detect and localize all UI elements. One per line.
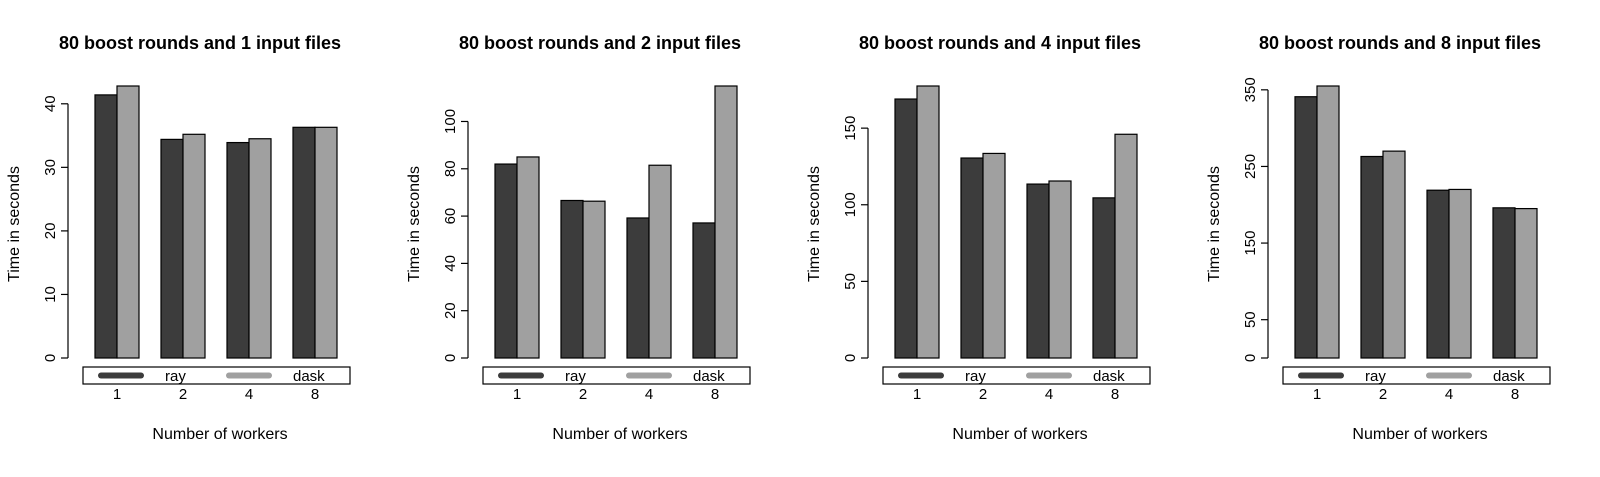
bar-ray-1 <box>1294 96 1318 359</box>
x-tick-label: 1 <box>113 386 121 403</box>
chart-svg: 1 2 4 8 0 50 100 150 ray dask <box>842 85 1151 403</box>
x-axis-label: Number of workers <box>1352 426 1488 443</box>
chart-panel: 80 boost rounds and 2 input files Time in… <box>400 0 800 477</box>
y-tick-label: 50 <box>842 273 859 290</box>
bar-ray-1 <box>894 98 918 359</box>
bar-dask-8 <box>714 85 738 359</box>
legend-label-ray: ray <box>165 368 186 385</box>
chart-panel: 80 boost rounds and 8 input files Time in… <box>1200 0 1600 477</box>
bar-dask-2 <box>582 200 606 359</box>
x-tick-label: 8 <box>1111 386 1119 403</box>
bar-dask-8 <box>1514 207 1538 359</box>
x-tick-label: 4 <box>245 386 253 403</box>
y-tick-label: 10 <box>42 286 59 303</box>
legend-label-dask: dask <box>693 368 725 385</box>
x-tick-label: 4 <box>1445 386 1453 403</box>
bar-ray-4 <box>226 141 250 359</box>
y-tick-label: 100 <box>442 109 459 134</box>
x-tick-label: 2 <box>179 386 187 403</box>
bar-ray-1 <box>494 163 518 359</box>
y-tick-label: 20 <box>442 302 459 319</box>
y-tick-label: 50 <box>1242 311 1259 328</box>
y-tick-label: 100 <box>842 192 859 217</box>
bar-dask-2 <box>182 133 206 359</box>
x-tick-label: 4 <box>645 386 653 403</box>
bar-ray-8 <box>1492 207 1516 359</box>
y-tick-label: 40 <box>442 255 459 272</box>
y-tick-label: 60 <box>442 208 459 225</box>
bar-ray-8 <box>692 222 716 359</box>
y-tick-label: 0 <box>42 354 59 362</box>
x-tick-label: 8 <box>311 386 319 403</box>
bar-ray-8 <box>292 126 316 359</box>
bar-ray-1 <box>94 94 118 359</box>
bar-ray-2 <box>160 138 184 359</box>
x-tick-label: 2 <box>979 386 987 403</box>
x-axis-label: Number of workers <box>152 426 288 443</box>
chart-svg: 1 2 4 8 0 50 150 250 350 ray dask <box>1242 77 1551 403</box>
x-tick-label: 4 <box>1045 386 1053 403</box>
chart-title: 80 boost rounds and 1 input files <box>58 33 342 53</box>
bar-ray-2 <box>1360 155 1384 359</box>
x-tick-label: 1 <box>513 386 521 403</box>
legend-box <box>882 366 1151 385</box>
x-axis-label: Number of workers <box>552 426 688 443</box>
y-tick-label: 20 <box>42 223 59 240</box>
bar-dask-4 <box>1048 180 1072 359</box>
legend-label-dask: dask <box>1493 368 1525 385</box>
bar-ray-2 <box>560 199 584 359</box>
bar-dask-2 <box>1382 150 1406 359</box>
bar-dask-4 <box>248 138 272 359</box>
chart-title: 80 boost rounds and 2 input files <box>458 33 742 53</box>
bar-dask-2 <box>982 152 1006 359</box>
chart-title: 80 boost rounds and 8 input files <box>1258 33 1542 53</box>
y-tick-label: 250 <box>1242 154 1259 179</box>
y-tick-label: 0 <box>842 354 859 362</box>
bar-dask-1 <box>516 156 540 359</box>
x-tick-label: 8 <box>1511 386 1519 403</box>
bar-ray-4 <box>1426 189 1450 359</box>
bar-ray-2 <box>960 157 984 359</box>
bar-ray-4 <box>1026 183 1050 359</box>
chart-title: 80 boost rounds and 4 input files <box>858 33 1142 53</box>
legend-label-dask: dask <box>293 368 325 385</box>
y-tick-label: 0 <box>442 354 459 362</box>
x-tick-label: 2 <box>579 386 587 403</box>
x-axis-label: Number of workers <box>952 426 1088 443</box>
y-tick-label: 30 <box>42 159 59 176</box>
legend-label-dask: dask <box>1093 368 1125 385</box>
bar-dask-1 <box>116 85 140 359</box>
legend-label-ray: ray <box>565 368 586 385</box>
x-tick-label: 1 <box>913 386 921 403</box>
x-tick-label: 1 <box>1313 386 1321 403</box>
bar-dask-8 <box>1114 133 1138 359</box>
y-tick-label: 350 <box>1242 77 1259 102</box>
y-tick-label: 80 <box>442 160 459 177</box>
y-tick-label: 0 <box>1242 354 1259 362</box>
x-tick-label: 8 <box>711 386 719 403</box>
bar-ray-4 <box>626 217 650 359</box>
y-tick-label: 40 <box>42 95 59 112</box>
y-tick-label: 150 <box>842 116 859 141</box>
y-tick-label: 150 <box>1242 231 1259 256</box>
bar-dask-1 <box>1316 85 1340 359</box>
chart-panel: 80 boost rounds and 4 input files Time in… <box>800 0 1200 477</box>
bar-dask-1 <box>916 85 940 359</box>
legend-box <box>482 366 751 385</box>
bar-dask-8 <box>314 126 338 359</box>
bar-ray-8 <box>1092 197 1116 359</box>
chart-panel: 80 boost rounds and 1 input files Time in… <box>0 0 400 477</box>
legend-label-ray: ray <box>965 368 986 385</box>
bar-dask-4 <box>648 164 672 359</box>
legend-box <box>1282 366 1551 385</box>
bar-dask-4 <box>1448 188 1472 359</box>
x-tick-label: 2 <box>1379 386 1387 403</box>
chart-svg: 1 2 4 8 0 10 20 30 40 ray dask <box>42 85 351 403</box>
legend-box <box>82 366 351 385</box>
legend-label-ray: ray <box>1365 368 1386 385</box>
